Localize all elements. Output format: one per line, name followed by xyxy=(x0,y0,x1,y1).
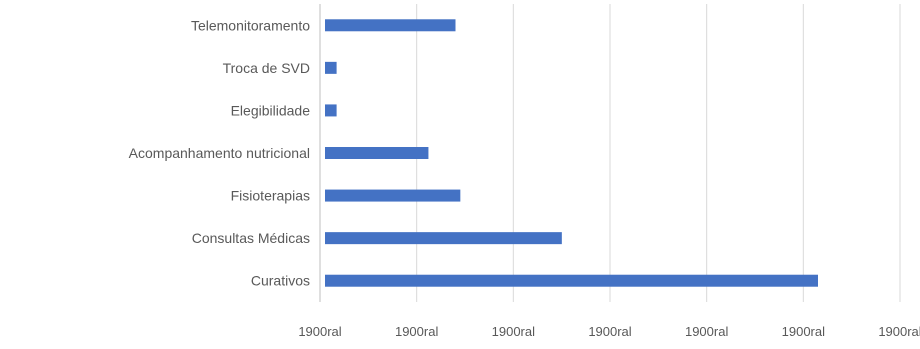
category-label: Troca de SVD xyxy=(223,60,310,76)
bar xyxy=(325,61,337,74)
bar xyxy=(325,19,456,32)
bars xyxy=(325,19,818,287)
category-labels: Telemonitoramento Troca de SVD Elegibilida… xyxy=(129,17,311,288)
bar xyxy=(325,189,461,202)
bar xyxy=(325,274,818,287)
x-tick-label: 1900ral xyxy=(782,324,825,339)
x-tick-label: 1900ral xyxy=(588,324,631,339)
category-label: Acompanhamento nutricional xyxy=(129,145,310,161)
bar xyxy=(325,147,429,159)
category-label: Elegibilidade xyxy=(231,102,311,118)
x-tick-labels: 1900ral 1900ral 1900ral 1900ral 1900ral 1900r… xyxy=(298,324,920,339)
bar xyxy=(325,104,337,117)
bar xyxy=(325,232,562,245)
category-label: Consultas Médicas xyxy=(192,230,310,246)
category-label: Fisioterapias xyxy=(231,188,310,204)
category-label: Telemonitoramento xyxy=(191,17,310,33)
x-tick-label: 1900ral xyxy=(395,324,438,339)
x-tick-label: 1900ral xyxy=(685,324,728,339)
x-tick-label: 1900ral xyxy=(878,324,920,339)
x-tick-label: 1900ral xyxy=(492,324,535,339)
gridlines xyxy=(319,4,901,302)
x-tick-label: 1900ral xyxy=(298,324,341,339)
category-label: Curativos xyxy=(251,273,310,289)
